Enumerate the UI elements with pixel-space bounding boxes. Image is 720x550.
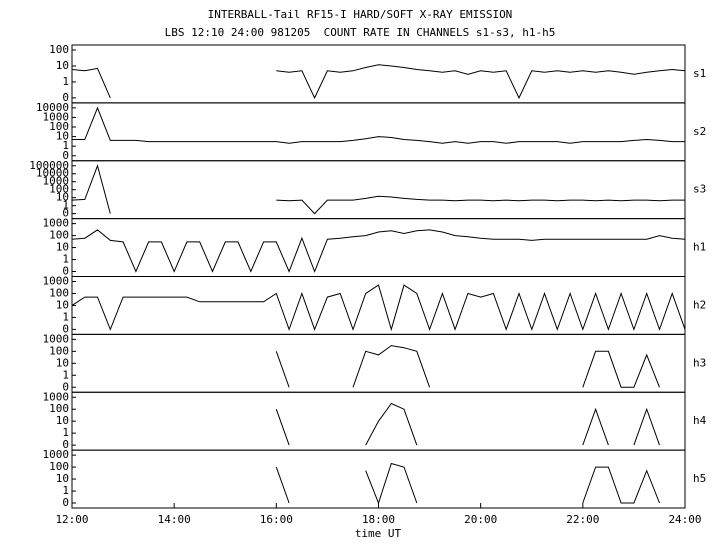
y-tick-label: 1 <box>62 199 69 212</box>
trace <box>365 402 418 446</box>
y-tick-label: 0 <box>62 496 69 509</box>
y-tick-label: 0 <box>62 380 69 393</box>
panel-label: h3 <box>693 356 706 369</box>
trace <box>275 351 290 388</box>
trace <box>71 164 111 214</box>
y-tick-label: 100 <box>49 344 69 357</box>
y-tick-label: 100000 <box>29 159 69 172</box>
y-tick-label: 1 <box>62 75 69 88</box>
y-tick-label: 1 <box>62 310 69 323</box>
y-tick-label: 10 <box>56 472 69 485</box>
chart-title: INTERBALL-Tail RF15-I HARD/SOFT X-RAY EM… <box>208 8 513 21</box>
y-tick-label: 10 <box>56 356 69 369</box>
y-tick-label: 0 <box>62 207 69 220</box>
x-tick-label: 18:00 <box>362 513 395 526</box>
y-tick-label: 1000 <box>43 448 70 461</box>
trace <box>71 67 111 99</box>
x-tick-label: 14:00 <box>158 513 191 526</box>
y-tick-label: 100 <box>49 402 69 415</box>
y-tick-label: 10 <box>56 130 69 143</box>
panel-label: h1 <box>693 241 706 254</box>
trace <box>365 462 418 505</box>
panel-label: s3 <box>693 183 706 196</box>
trace <box>582 407 609 446</box>
trace <box>582 350 660 388</box>
trace <box>582 466 660 504</box>
y-tick-label: 100 <box>49 286 69 299</box>
x-tick-label: 24:00 <box>668 513 701 526</box>
y-tick-label: 1 <box>62 139 69 152</box>
panel-frame <box>71 102 686 162</box>
panel-label: h2 <box>693 298 706 311</box>
trace <box>275 466 290 504</box>
trace <box>276 64 686 100</box>
y-tick-label: 100 <box>49 460 69 473</box>
panel-label: s1 <box>693 67 706 80</box>
y-tick-label: 1000 <box>43 390 70 403</box>
y-tick-label: 1 <box>62 426 69 439</box>
trace <box>71 284 686 332</box>
panel-label: h5 <box>693 472 706 485</box>
y-tick-label: 10000 <box>36 167 69 180</box>
trace <box>275 409 290 446</box>
y-tick-label: 0 <box>62 322 69 335</box>
y-tick-label: 100 <box>49 120 69 133</box>
y-tick-label: 100 <box>49 183 69 196</box>
y-tick-label: 0 <box>62 265 69 278</box>
x-tick-label: 16:00 <box>260 513 293 526</box>
y-tick-label: 10 <box>56 414 69 427</box>
trace <box>276 195 685 215</box>
trace <box>71 229 686 273</box>
y-tick-label: 1000 <box>43 217 70 230</box>
trace <box>72 106 685 144</box>
chart-subtitle: LBS 12:10 24:00 981205 COUNT RATE IN CHA… <box>165 26 556 39</box>
panel-frame <box>71 333 686 393</box>
x-tick-label: 22:00 <box>566 513 599 526</box>
y-tick-label: 1 <box>62 253 69 266</box>
y-tick-label: 100 <box>49 43 69 56</box>
y-tick-label: 1000 <box>43 275 70 288</box>
y-tick-label: 1000 <box>43 332 70 345</box>
y-tick-label: 10 <box>56 241 69 254</box>
y-tick-label: 10 <box>56 298 69 311</box>
y-tick-label: 1 <box>62 484 69 497</box>
y-tick-label: 1 <box>62 368 69 381</box>
y-tick-label: 1000 <box>43 175 70 188</box>
panel-frame <box>71 449 686 509</box>
y-tick-label: 0 <box>62 149 69 162</box>
y-tick-label: 10000 <box>36 101 69 114</box>
panel-frame <box>71 160 686 220</box>
y-tick-label: 10 <box>56 191 69 204</box>
panel-frame <box>71 44 686 104</box>
trace <box>633 407 660 446</box>
panel-label: h4 <box>693 414 707 427</box>
y-tick-label: 10 <box>56 59 69 72</box>
y-tick-label: 0 <box>62 438 69 451</box>
y-tick-label: 100 <box>49 229 69 242</box>
x-tick-label: 12:00 <box>55 513 88 526</box>
x-axis-label: time UT <box>355 527 402 540</box>
trace <box>352 345 431 388</box>
x-tick-label: 20:00 <box>464 513 497 526</box>
y-tick-label: 0 <box>62 91 69 104</box>
panel-label: s2 <box>693 125 706 138</box>
y-tick-label: 1000 <box>43 110 70 123</box>
